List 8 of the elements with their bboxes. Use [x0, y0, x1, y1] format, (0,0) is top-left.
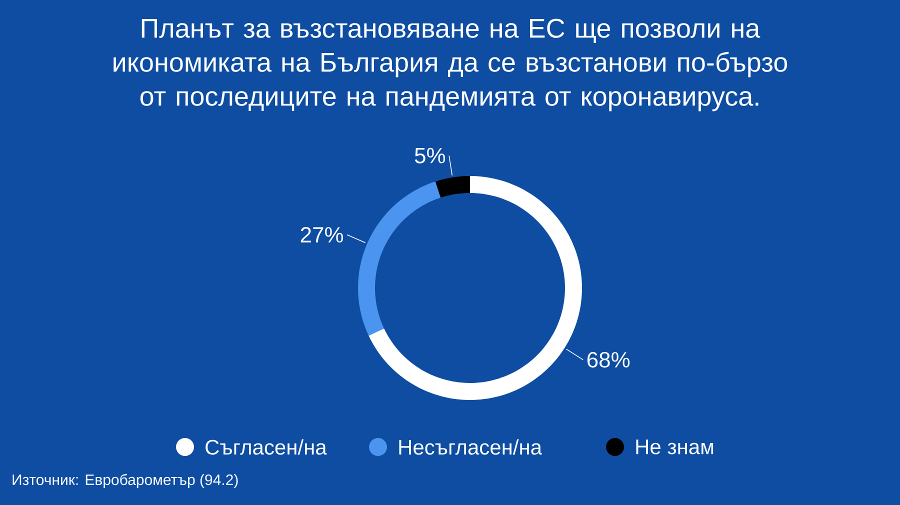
legend-label: Съгласен/на — [206, 439, 327, 455]
chart-title: Планът за възстановяване на ЕС ще позволи на икономиката на България да се възстанови по-бързо от последиците на пандемията от коронавируса. — [114, 18, 788, 112]
data-label: 27% — [300, 227, 344, 243]
text: Източник: Евробарометър (94.2) — [12, 474, 238, 488]
data-label: 68% — [587, 352, 630, 368]
legend-label: Не знам — [636, 440, 714, 454]
data-label: 5% — [414, 148, 446, 164]
legend-label: Несъгласен/на — [399, 439, 542, 455]
